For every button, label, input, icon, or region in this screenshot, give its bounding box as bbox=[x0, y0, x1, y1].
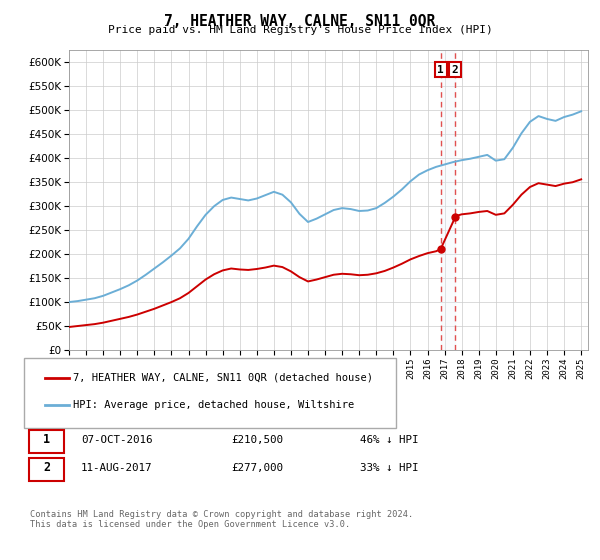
Text: 46% ↓ HPI: 46% ↓ HPI bbox=[360, 435, 419, 445]
Text: 33% ↓ HPI: 33% ↓ HPI bbox=[360, 463, 419, 473]
Text: £277,000: £277,000 bbox=[231, 463, 283, 473]
Text: 7, HEATHER WAY, CALNE, SN11 0QR (detached house): 7, HEATHER WAY, CALNE, SN11 0QR (detache… bbox=[73, 373, 373, 383]
Text: HPI: Average price, detached house, Wiltshire: HPI: Average price, detached house, Wilt… bbox=[73, 400, 355, 410]
Text: 1: 1 bbox=[437, 64, 444, 74]
Bar bbox=[440, 50, 455, 350]
Text: Contains HM Land Registry data © Crown copyright and database right 2024.
This d: Contains HM Land Registry data © Crown c… bbox=[30, 510, 413, 529]
Text: Price paid vs. HM Land Registry's House Price Index (HPI): Price paid vs. HM Land Registry's House … bbox=[107, 25, 493, 35]
Text: 1: 1 bbox=[43, 433, 50, 446]
Text: 2: 2 bbox=[43, 461, 50, 474]
Text: 07-OCT-2016: 07-OCT-2016 bbox=[81, 435, 152, 445]
Text: £210,500: £210,500 bbox=[231, 435, 283, 445]
Text: 2: 2 bbox=[452, 64, 458, 74]
Text: 11-AUG-2017: 11-AUG-2017 bbox=[81, 463, 152, 473]
Text: 7, HEATHER WAY, CALNE, SN11 0QR: 7, HEATHER WAY, CALNE, SN11 0QR bbox=[164, 14, 436, 29]
